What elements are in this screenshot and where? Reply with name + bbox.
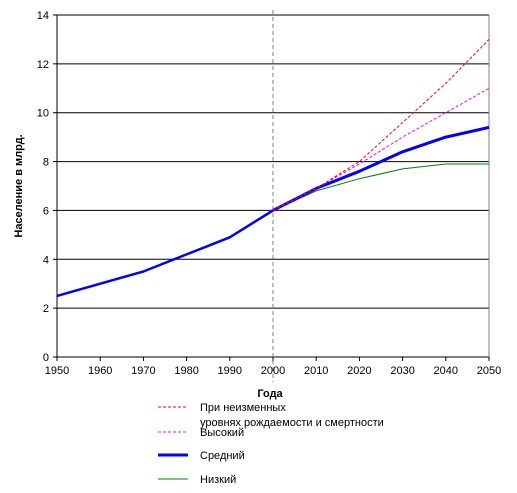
x-tick-label: 2040 bbox=[434, 365, 458, 377]
x-tick-label: 1980 bbox=[174, 365, 198, 377]
y-tick-label: 10 bbox=[37, 108, 49, 120]
legend-label-0: При неизменных уровнях рождаемости и смер… bbox=[200, 402, 384, 429]
x-tick-label: 1990 bbox=[218, 365, 242, 377]
y-tick-label: 12 bbox=[37, 59, 49, 71]
x-tick-label: 1960 bbox=[88, 365, 112, 377]
x-tick-label: 2050 bbox=[477, 365, 501, 377]
legend-label-2: Средний bbox=[200, 450, 245, 462]
series-layer bbox=[56, 39, 490, 298]
x-tick-label: 1970 bbox=[131, 365, 155, 377]
legend-label-3: Низкий bbox=[200, 474, 236, 486]
series-historical-line bbox=[56, 209, 274, 298]
x-axis-title: Года bbox=[257, 388, 283, 400]
series-line-0 bbox=[272, 39, 490, 211]
legend: При неизменных уровнях рождаемости и смер… bbox=[158, 402, 384, 486]
x-tick-label: 2020 bbox=[347, 365, 371, 377]
y-tick-label: 2 bbox=[43, 303, 49, 315]
y-axis-title: Население в млрд. bbox=[13, 134, 25, 237]
y-tick-label: 0 bbox=[43, 352, 49, 364]
y-tick-label: 6 bbox=[43, 205, 49, 217]
y-tick-labels: 0 2 4 6 8 10 12 14 bbox=[37, 10, 57, 364]
x-tick-label: 1950 bbox=[45, 365, 69, 377]
x-tick-label: 2030 bbox=[390, 365, 414, 377]
x-tick-labels: 1950 1960 1970 1980 1990 2000 2010 2020 2030 2040… bbox=[45, 357, 501, 377]
y-tick-label: 8 bbox=[43, 157, 49, 169]
y-tick-label: 14 bbox=[37, 10, 49, 22]
series-line-3 bbox=[272, 163, 489, 211]
x-tick-label: 2000 bbox=[261, 365, 285, 377]
series-line-2 bbox=[272, 125, 490, 212]
x-tick-label: 2010 bbox=[304, 365, 328, 377]
legend-label-1: Высокий bbox=[200, 427, 244, 439]
y-tick-label: 4 bbox=[43, 254, 49, 266]
series-line-1 bbox=[272, 87, 490, 211]
